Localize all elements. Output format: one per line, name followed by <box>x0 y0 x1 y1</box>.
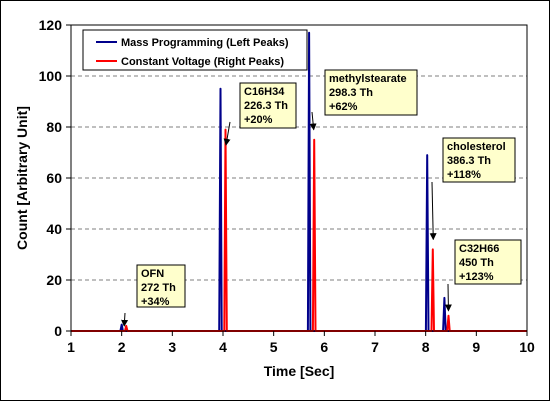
annotation-text: C32H66 <box>459 243 499 255</box>
annotation-box <box>442 137 516 183</box>
x-axis-title: Time [Sec] <box>264 363 335 379</box>
annotation-box <box>454 239 522 285</box>
legend-box <box>82 29 308 71</box>
annotation-4: cholesterol 386.3 Th +118% <box>429 137 516 241</box>
annotation-text: OFN <box>141 268 164 280</box>
series-line-2 <box>71 128 527 332</box>
annotation-text: cholesterol <box>447 141 506 153</box>
legend-label-2: Constant Voltage (Right Peaks) <box>121 56 284 68</box>
series-lines <box>71 31 527 332</box>
x-tick-label: 5 <box>270 339 278 355</box>
y-axis-title: Count [Arbitrary Unit] <box>14 106 30 250</box>
annotation-text: 386.3 Th <box>447 155 491 167</box>
annotation-box <box>136 264 186 308</box>
axes <box>66 24 528 336</box>
x-tick-label: 6 <box>320 339 328 355</box>
annotation-arrow <box>309 111 317 131</box>
x-tick-label: 7 <box>371 339 379 355</box>
x-tick-label: 4 <box>219 339 227 355</box>
annotation-5: C32H66 450 Th +123% <box>444 239 522 312</box>
annotation-box <box>239 82 297 129</box>
annotation-text: 272 Th <box>141 282 176 294</box>
x-tick-label: 9 <box>472 339 480 355</box>
x-tick-label: 8 <box>422 339 430 355</box>
y-tick-label: 100 <box>39 68 63 84</box>
y-tick-label: 20 <box>46 272 62 288</box>
annotation-arrow <box>121 312 129 327</box>
annotation-text: 298.3 Th <box>329 87 373 99</box>
annotation-text: +123% <box>459 271 494 283</box>
annotations: OFN 272 Th +34% C16H34 226.3 Th +20% methylste… <box>121 69 522 327</box>
annotation-2: C16H34 226.3 Th +20% <box>223 82 297 146</box>
annotation-text: +34% <box>141 296 170 308</box>
annotation-box <box>324 69 418 116</box>
y-tick-label: 120 <box>39 17 63 33</box>
annotation-1: OFN 272 Th +34% <box>121 264 186 327</box>
annotation-text: +118% <box>447 169 481 181</box>
legend-label-1: Mass Programming (Left Peaks) <box>121 37 289 49</box>
annotation-text: C16H34 <box>244 86 285 98</box>
legend: Mass Programming (Left Peaks) Constant Vo… <box>82 29 308 71</box>
annotation-text: 450 Th <box>459 257 494 269</box>
annotation-arrow <box>223 121 231 146</box>
x-tick-label: 10 <box>519 339 535 355</box>
annotation-text: +62% <box>329 101 358 113</box>
x-tick-label: 2 <box>118 339 126 355</box>
x-tick-label: 1 <box>67 339 75 355</box>
annotation-text: 226.3 Th <box>244 100 288 112</box>
series-line-1 <box>71 31 527 332</box>
annotation-text: methylstearate <box>329 73 407 85</box>
y-tick-label: 40 <box>46 221 62 237</box>
annotation-text: +20% <box>244 114 273 126</box>
x-tick-label: 3 <box>168 339 176 355</box>
y-tick-label: 0 <box>54 323 62 339</box>
axis-titles: Time [Sec] Count [Arbitrary Unit] <box>14 106 334 379</box>
annotation-arrow <box>429 181 437 241</box>
y-tick-label: 60 <box>46 170 62 186</box>
y-tick-label: 80 <box>46 119 62 135</box>
annotation-3: methylstearate 298.3 Th +62% <box>309 69 418 131</box>
